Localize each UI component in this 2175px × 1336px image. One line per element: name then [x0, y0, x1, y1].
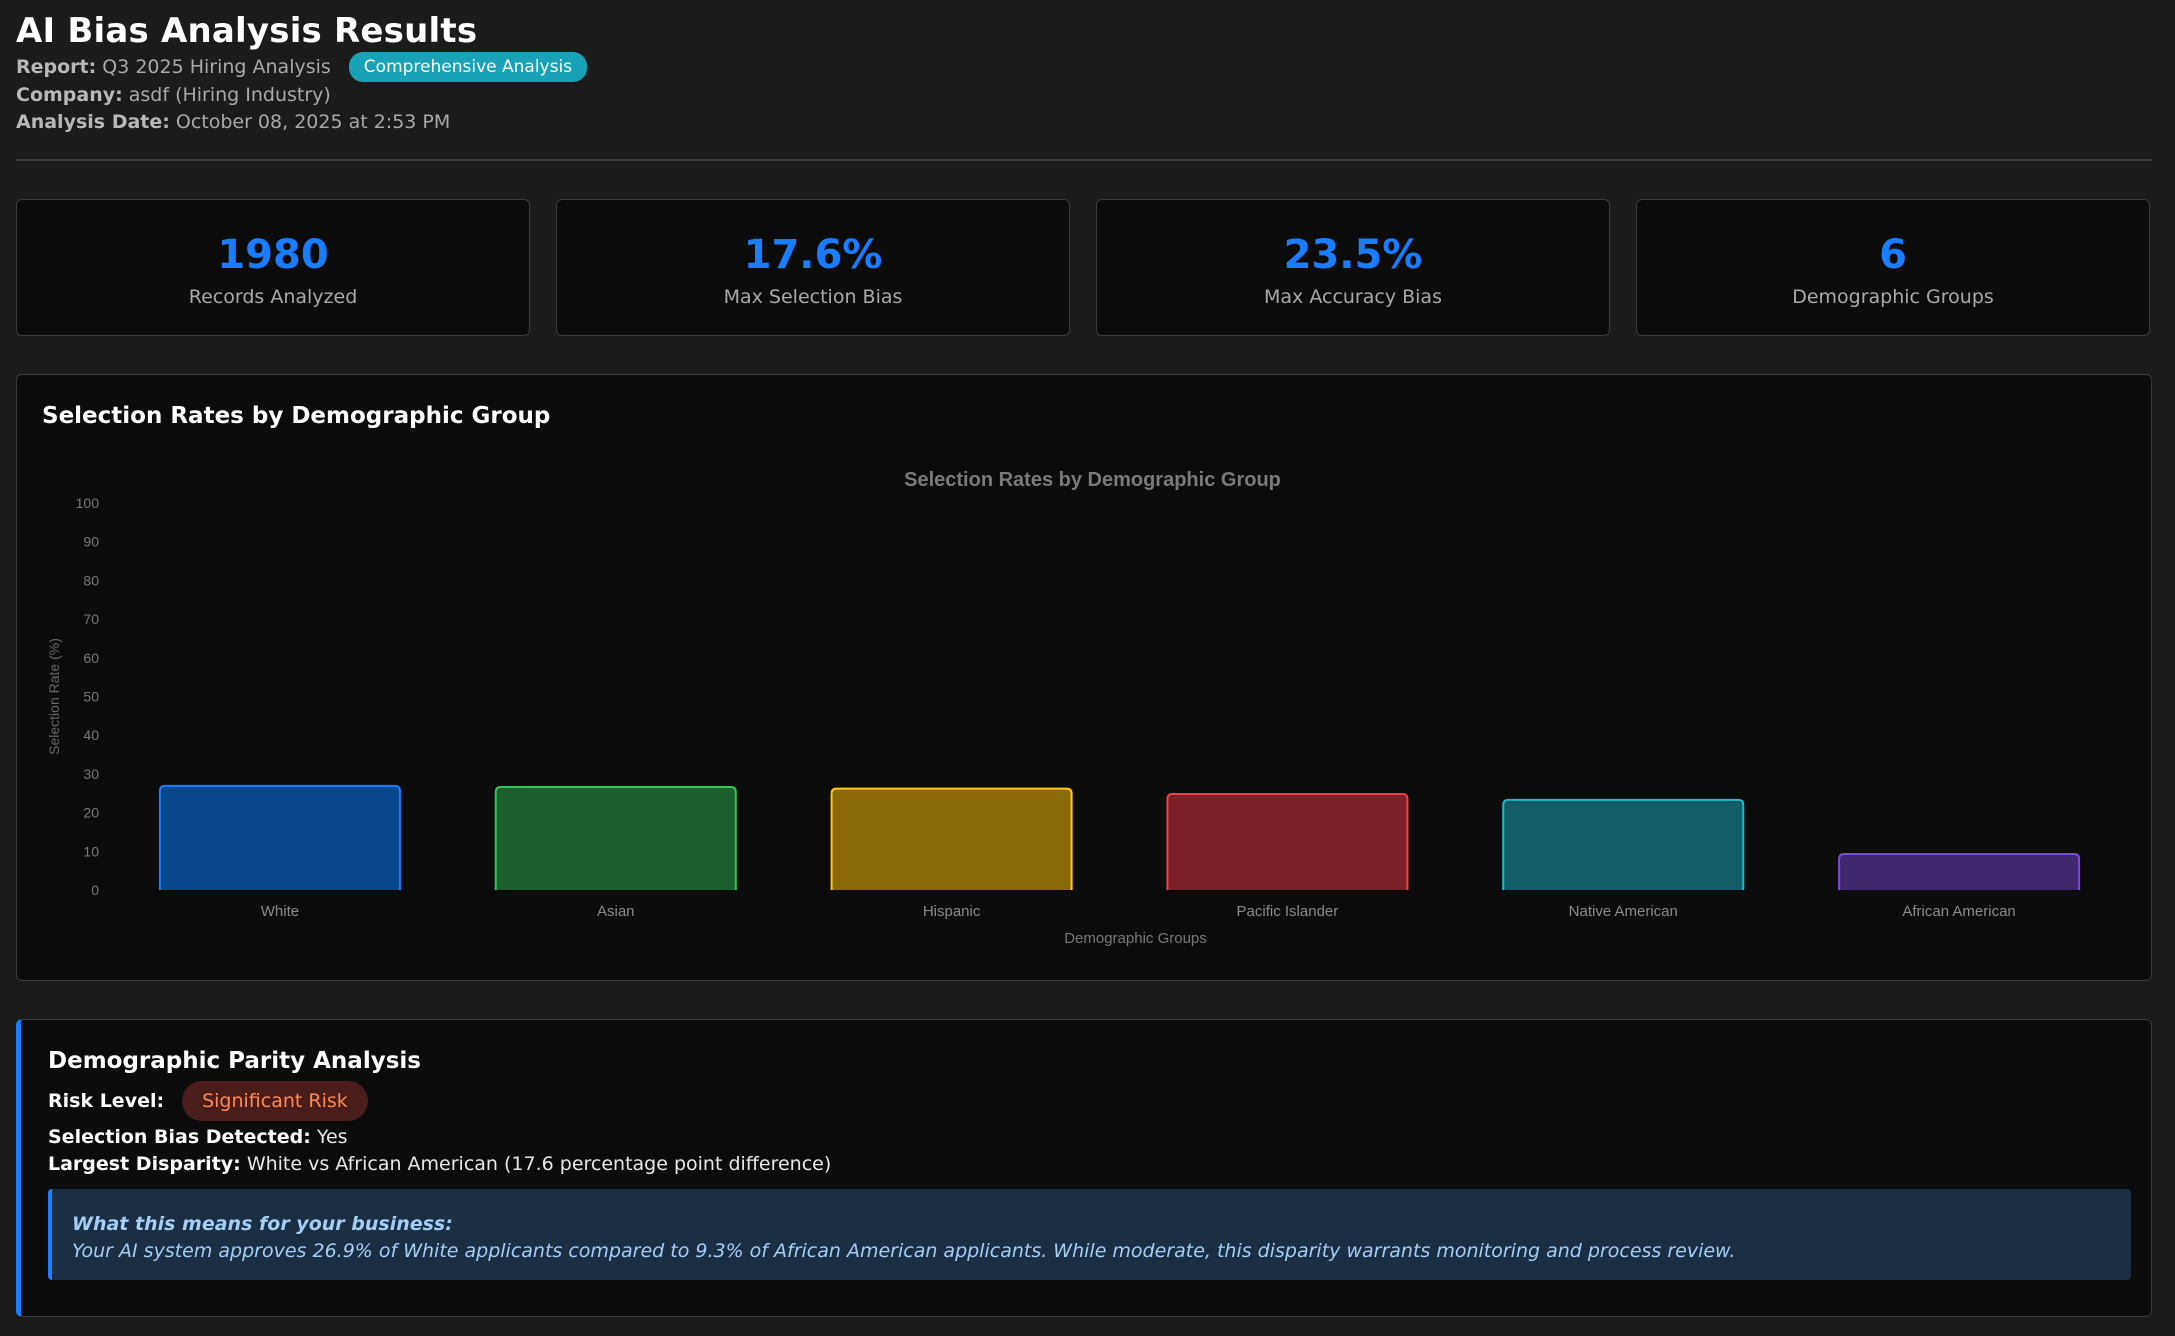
bar-white [158, 784, 401, 890]
y-tick-label: 0 [91, 882, 99, 898]
y-tick-label: 100 [76, 495, 100, 511]
x-tick-label: Asian [597, 903, 635, 920]
stat-label: Max Accuracy Bias [1264, 286, 1442, 308]
disparity-value: White vs African American (17.6 percenta… [246, 1153, 832, 1175]
analysis-type-badge: Comprehensive Analysis [348, 52, 588, 82]
header-divider [16, 159, 2152, 161]
chart-card-title: Selection Rates by Demographic Group [42, 403, 551, 429]
page-header: AI Bias Analysis Results Report: Q3 2025… [16, 10, 588, 136]
stat-card-demographic-groups: 6 Demographic Groups [1636, 199, 2150, 336]
info-text: Your AI system approves 26.9% of White a… [72, 1240, 1736, 1262]
demographic-parity-card: Demographic Parity Analysis Risk Level: … [16, 1019, 2152, 1317]
stat-value: 23.5% [1283, 232, 1423, 278]
stat-value: 17.6% [743, 232, 883, 278]
disparity-label: Largest Disparity: [48, 1153, 241, 1175]
report-line: Report: Q3 2025 Hiring Analysis Comprehe… [16, 52, 588, 82]
stat-card-selection-bias: 17.6% Max Selection Bias [556, 199, 1070, 336]
report-value: Q3 2025 Hiring Analysis [102, 55, 331, 78]
date-label: Analysis Date: [16, 111, 170, 133]
bias-label: Selection Bias Detected: [48, 1126, 311, 1148]
x-tick-label: Pacific Islander [1237, 903, 1339, 920]
y-tick-label: 90 [83, 534, 99, 550]
date-value: October 08, 2025 at 2:53 PM [175, 111, 451, 133]
bar-african-american [1838, 853, 2081, 890]
bar-hispanic [830, 787, 1073, 890]
info-title: What this means for your business: [72, 1213, 453, 1235]
y-tick-label: 20 [83, 805, 99, 821]
selection-rates-chart: Selection Rates by Demographic Group 0 10 2… [46, 469, 2081, 947]
selection-rates-card: Selection Rates by Demographic Group Sel… [16, 374, 2152, 981]
stat-label: Records Analyzed [188, 286, 358, 308]
bar-pacific-islander [1166, 793, 1409, 890]
chart-title: Selection Rates by Demographic Group [904, 469, 1281, 491]
stat-card-accuracy-bias: 23.5% Max Accuracy Bias [1096, 199, 1610, 336]
x-axis-label: Demographic Groups [1064, 930, 1207, 947]
report-label: Report: [16, 55, 97, 78]
company-value: asdf (Hiring Industry) [128, 84, 331, 106]
y-tick-label: 70 [83, 611, 99, 627]
risk-label: Risk Level: [48, 1090, 165, 1112]
y-tick-label: 10 [83, 843, 99, 859]
parity-title: Demographic Parity Analysis [48, 1048, 421, 1074]
y-axis-label: Selection Rate (%) [46, 638, 62, 755]
stat-label: Max Selection Bias [723, 286, 903, 308]
largest-disparity-line: Largest Disparity: White vs African Amer… [48, 1153, 831, 1175]
risk-badge: Significant Risk [182, 1081, 368, 1121]
y-tick-label: 50 [83, 689, 99, 705]
business-impact-box: What this means for your business: Your … [48, 1189, 2131, 1280]
stat-label: Demographic Groups [1792, 286, 1994, 308]
x-tick-label: White [261, 903, 299, 920]
page-title: AI Bias Analysis Results [16, 11, 478, 51]
risk-level-row: Risk Level: Significant Risk [48, 1081, 368, 1121]
bar-native-american [1502, 798, 1745, 890]
y-tick-label: 60 [83, 650, 99, 666]
date-line: Analysis Date: October 08, 2025 at 2:53 … [16, 109, 587, 136]
x-tick-label: Native American [1569, 903, 1678, 920]
y-tick-label: 40 [83, 727, 99, 743]
x-tick-label: African American [1902, 903, 2015, 920]
y-tick-label: 80 [83, 572, 99, 588]
company-label: Company: [16, 84, 123, 106]
bar-asian [494, 786, 737, 890]
stat-value: 1980 [217, 232, 329, 278]
company-line: Company: asdf (Hiring Industry) [16, 82, 587, 109]
stat-card-records: 1980 Records Analyzed [16, 199, 530, 336]
x-tick-label: Hispanic [923, 903, 981, 920]
selection-bias-line: Selection Bias Detected: Yes [48, 1126, 348, 1148]
bias-value: Yes [316, 1126, 348, 1148]
y-tick-label: 30 [83, 766, 99, 782]
stat-value: 6 [1879, 232, 1907, 278]
